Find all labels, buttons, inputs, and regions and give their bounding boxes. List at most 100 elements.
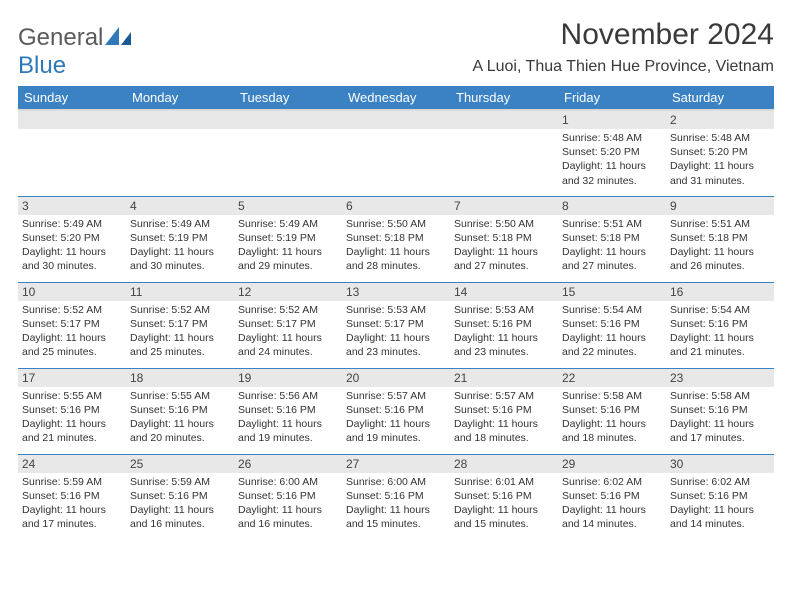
calendar-row: 1Sunrise: 5:48 AMSunset: 5:20 PMDaylight… — [18, 110, 774, 196]
weekday-header: Thursday — [450, 86, 558, 110]
calendar-table: SundayMondayTuesdayWednesdayThursdayFrid… — [18, 86, 774, 540]
calendar-cell: 29Sunrise: 6:02 AMSunset: 5:16 PMDayligh… — [558, 454, 666, 540]
calendar-row: 10Sunrise: 5:52 AMSunset: 5:17 PMDayligh… — [18, 282, 774, 368]
day-details: Sunrise: 5:50 AMSunset: 5:18 PMDaylight:… — [450, 215, 558, 278]
day-number: 4 — [126, 197, 234, 215]
day-number: 14 — [450, 283, 558, 301]
weekday-header: Friday — [558, 86, 666, 110]
day-number: 6 — [342, 197, 450, 215]
empty-day — [450, 111, 558, 129]
day-details: Sunrise: 5:48 AMSunset: 5:20 PMDaylight:… — [558, 129, 666, 192]
day-details: Sunrise: 6:01 AMSunset: 5:16 PMDaylight:… — [450, 473, 558, 536]
calendar-cell: 26Sunrise: 6:00 AMSunset: 5:16 PMDayligh… — [234, 454, 342, 540]
calendar-cell: 28Sunrise: 6:01 AMSunset: 5:16 PMDayligh… — [450, 454, 558, 540]
logo-text: General Blue — [18, 24, 131, 80]
title-area: November 2024 A Luoi, Thua Thien Hue Pro… — [472, 18, 774, 76]
day-number: 2 — [666, 111, 774, 129]
calendar-cell: 11Sunrise: 5:52 AMSunset: 5:17 PMDayligh… — [126, 282, 234, 368]
day-details: Sunrise: 5:51 AMSunset: 5:18 PMDaylight:… — [666, 215, 774, 278]
day-number: 18 — [126, 369, 234, 387]
calendar-cell: 14Sunrise: 5:53 AMSunset: 5:16 PMDayligh… — [450, 282, 558, 368]
day-details: Sunrise: 5:58 AMSunset: 5:16 PMDaylight:… — [666, 387, 774, 450]
calendar-row: 24Sunrise: 5:59 AMSunset: 5:16 PMDayligh… — [18, 454, 774, 540]
day-number: 8 — [558, 197, 666, 215]
day-number: 23 — [666, 369, 774, 387]
calendar-cell — [18, 110, 126, 196]
day-details: Sunrise: 5:54 AMSunset: 5:16 PMDaylight:… — [666, 301, 774, 364]
calendar-cell: 21Sunrise: 5:57 AMSunset: 5:16 PMDayligh… — [450, 368, 558, 454]
empty-day — [342, 111, 450, 129]
weekday-header: Monday — [126, 86, 234, 110]
day-number: 13 — [342, 283, 450, 301]
day-details: Sunrise: 5:52 AMSunset: 5:17 PMDaylight:… — [18, 301, 126, 364]
logo: General Blue — [18, 24, 131, 80]
weekday-header: Sunday — [18, 86, 126, 110]
calendar-cell: 16Sunrise: 5:54 AMSunset: 5:16 PMDayligh… — [666, 282, 774, 368]
day-details: Sunrise: 5:58 AMSunset: 5:16 PMDaylight:… — [558, 387, 666, 450]
calendar-cell: 18Sunrise: 5:55 AMSunset: 5:16 PMDayligh… — [126, 368, 234, 454]
calendar-cell: 2Sunrise: 5:48 AMSunset: 5:20 PMDaylight… — [666, 110, 774, 196]
calendar-cell: 30Sunrise: 6:02 AMSunset: 5:16 PMDayligh… — [666, 454, 774, 540]
day-details: Sunrise: 5:54 AMSunset: 5:16 PMDaylight:… — [558, 301, 666, 364]
day-number: 30 — [666, 455, 774, 473]
day-details: Sunrise: 5:59 AMSunset: 5:16 PMDaylight:… — [126, 473, 234, 536]
day-details: Sunrise: 5:53 AMSunset: 5:16 PMDaylight:… — [450, 301, 558, 364]
calendar-head: SundayMondayTuesdayWednesdayThursdayFrid… — [18, 86, 774, 110]
day-details: Sunrise: 6:00 AMSunset: 5:16 PMDaylight:… — [234, 473, 342, 536]
calendar-cell: 4Sunrise: 5:49 AMSunset: 5:19 PMDaylight… — [126, 196, 234, 282]
day-number: 16 — [666, 283, 774, 301]
calendar-cell: 1Sunrise: 5:48 AMSunset: 5:20 PMDaylight… — [558, 110, 666, 196]
day-details: Sunrise: 5:56 AMSunset: 5:16 PMDaylight:… — [234, 387, 342, 450]
calendar-cell: 3Sunrise: 5:49 AMSunset: 5:20 PMDaylight… — [18, 196, 126, 282]
calendar-cell: 8Sunrise: 5:51 AMSunset: 5:18 PMDaylight… — [558, 196, 666, 282]
day-number: 24 — [18, 455, 126, 473]
day-number: 3 — [18, 197, 126, 215]
empty-day — [18, 111, 126, 129]
day-number: 28 — [450, 455, 558, 473]
day-details: Sunrise: 5:49 AMSunset: 5:19 PMDaylight:… — [234, 215, 342, 278]
calendar-cell — [450, 110, 558, 196]
day-details: Sunrise: 5:55 AMSunset: 5:16 PMDaylight:… — [18, 387, 126, 450]
day-details: Sunrise: 6:02 AMSunset: 5:16 PMDaylight:… — [558, 473, 666, 536]
day-details: Sunrise: 5:57 AMSunset: 5:16 PMDaylight:… — [450, 387, 558, 450]
calendar-cell — [234, 110, 342, 196]
day-number: 22 — [558, 369, 666, 387]
calendar-cell: 10Sunrise: 5:52 AMSunset: 5:17 PMDayligh… — [18, 282, 126, 368]
logo-sail-icon — [105, 27, 131, 45]
logo-text-general: General — [18, 24, 103, 51]
day-number: 17 — [18, 369, 126, 387]
calendar-row: 3Sunrise: 5:49 AMSunset: 5:20 PMDaylight… — [18, 196, 774, 282]
day-number: 19 — [234, 369, 342, 387]
calendar-cell: 22Sunrise: 5:58 AMSunset: 5:16 PMDayligh… — [558, 368, 666, 454]
day-details: Sunrise: 5:50 AMSunset: 5:18 PMDaylight:… — [342, 215, 450, 278]
weekday-header: Saturday — [666, 86, 774, 110]
day-details: Sunrise: 5:51 AMSunset: 5:18 PMDaylight:… — [558, 215, 666, 278]
calendar-cell: 27Sunrise: 6:00 AMSunset: 5:16 PMDayligh… — [342, 454, 450, 540]
calendar-row: 17Sunrise: 5:55 AMSunset: 5:16 PMDayligh… — [18, 368, 774, 454]
day-details: Sunrise: 5:52 AMSunset: 5:17 PMDaylight:… — [126, 301, 234, 364]
day-details: Sunrise: 5:59 AMSunset: 5:16 PMDaylight:… — [18, 473, 126, 536]
weekday-header: Tuesday — [234, 86, 342, 110]
calendar-cell — [126, 110, 234, 196]
calendar-cell: 20Sunrise: 5:57 AMSunset: 5:16 PMDayligh… — [342, 368, 450, 454]
day-number: 1 — [558, 111, 666, 129]
day-number: 11 — [126, 283, 234, 301]
calendar-cell: 12Sunrise: 5:52 AMSunset: 5:17 PMDayligh… — [234, 282, 342, 368]
day-details: Sunrise: 5:57 AMSunset: 5:16 PMDaylight:… — [342, 387, 450, 450]
day-number: 7 — [450, 197, 558, 215]
day-number: 5 — [234, 197, 342, 215]
calendar-cell: 19Sunrise: 5:56 AMSunset: 5:16 PMDayligh… — [234, 368, 342, 454]
day-number: 26 — [234, 455, 342, 473]
calendar-cell: 6Sunrise: 5:50 AMSunset: 5:18 PMDaylight… — [342, 196, 450, 282]
day-details: Sunrise: 5:53 AMSunset: 5:17 PMDaylight:… — [342, 301, 450, 364]
day-details: Sunrise: 6:00 AMSunset: 5:16 PMDaylight:… — [342, 473, 450, 536]
calendar-cell: 15Sunrise: 5:54 AMSunset: 5:16 PMDayligh… — [558, 282, 666, 368]
day-details: Sunrise: 6:02 AMSunset: 5:16 PMDaylight:… — [666, 473, 774, 536]
weekday-header: Wednesday — [342, 86, 450, 110]
header: General Blue November 2024 A Luoi, Thua … — [18, 18, 774, 80]
calendar-cell: 17Sunrise: 5:55 AMSunset: 5:16 PMDayligh… — [18, 368, 126, 454]
day-number: 29 — [558, 455, 666, 473]
month-title: November 2024 — [472, 18, 774, 52]
calendar-cell: 9Sunrise: 5:51 AMSunset: 5:18 PMDaylight… — [666, 196, 774, 282]
day-number: 15 — [558, 283, 666, 301]
